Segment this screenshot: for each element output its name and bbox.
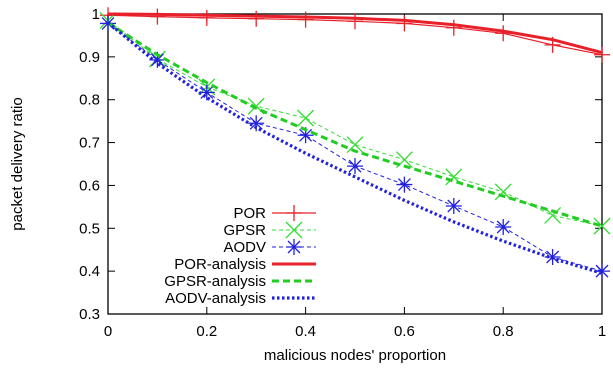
- legend-entry: GPSR-analysis: [164, 273, 316, 290]
- data-point: [149, 8, 166, 25]
- x-tick-label: 1: [598, 323, 606, 340]
- y-tick-label: 0.8: [79, 92, 100, 109]
- data-point: [297, 127, 314, 144]
- series-line: [107, 20, 603, 227]
- data-point: [396, 15, 413, 32]
- y-tick-label: 1: [92, 6, 100, 23]
- data-point: [346, 136, 364, 154]
- data-point: [544, 206, 562, 224]
- legend-marker: [286, 239, 302, 255]
- data-point: [297, 109, 315, 127]
- x-tick-label: 0: [104, 323, 112, 340]
- series-gpsr: [99, 11, 611, 235]
- data-point: [445, 19, 462, 36]
- legend-label: AODV-analysis: [165, 290, 266, 307]
- y-tick-label: 0.7: [79, 135, 100, 152]
- data-point: [149, 51, 166, 68]
- data-point: [594, 46, 610, 63]
- legend: PORGPSRAODVPOR-analysisGPSR-analysisAODV…: [164, 205, 316, 307]
- legend-label: POR-analysis: [174, 256, 266, 273]
- data-point: [248, 10, 265, 27]
- legend-entry: AODV-analysis: [165, 290, 316, 307]
- x-tick-label: 0.4: [295, 323, 316, 340]
- data-point: [347, 158, 363, 175]
- y-tick-label: 0.6: [79, 177, 100, 194]
- y-axis-label: packet delivery ratio: [9, 97, 26, 230]
- legend-marker: [285, 221, 303, 239]
- series-line: [107, 22, 603, 272]
- series-por-analysis: [107, 12, 603, 55]
- series-gpsr-analysis: [107, 21, 603, 228]
- legend-entry: POR: [233, 205, 316, 222]
- y-tick-label: 0.3: [79, 306, 100, 323]
- legend-marker: [286, 205, 302, 221]
- data-point: [396, 176, 413, 193]
- x-tick-label: 0.8: [493, 323, 514, 340]
- data-point: [198, 84, 215, 101]
- data-point: [594, 263, 610, 280]
- legend-label: POR: [233, 205, 266, 222]
- data-point: [248, 115, 265, 132]
- data-point: [445, 198, 462, 214]
- series-layer: [99, 7, 611, 280]
- series-aodv-analysis: [106, 21, 603, 275]
- y-tick-label: 0.5: [79, 220, 100, 237]
- data-point: [593, 217, 611, 235]
- series-line: [107, 21, 603, 228]
- y-tick-label: 0.4: [79, 263, 100, 280]
- data-point: [495, 219, 512, 235]
- data-point: [347, 13, 363, 30]
- data-point: [198, 9, 215, 26]
- x-tick-label: 0.6: [394, 323, 415, 340]
- series-line: [107, 12, 603, 55]
- series-line: [106, 21, 603, 275]
- x-axis-label: malicious nodes' proportion: [264, 347, 446, 364]
- legend-label: GPSR: [223, 222, 266, 239]
- series-aodv: [100, 15, 610, 280]
- axes-layer: 0 0.2 0.4 0.6 0.8 1 0.3 0.4 0.5 0.6 0.7 0.8 0.9 1: [79, 6, 606, 340]
- data-point: [297, 11, 314, 28]
- legend-entry: GPSR: [223, 221, 316, 239]
- data-point: [494, 183, 512, 201]
- legend-entry: POR-analysis: [174, 256, 316, 273]
- legend-label: AODV: [223, 239, 266, 256]
- legend-entry: AODV: [223, 239, 316, 256]
- y-tick-label: 0.9: [79, 49, 100, 66]
- x-tick-label: 0.2: [196, 323, 217, 340]
- legend-label: GPSR-analysis: [164, 273, 266, 290]
